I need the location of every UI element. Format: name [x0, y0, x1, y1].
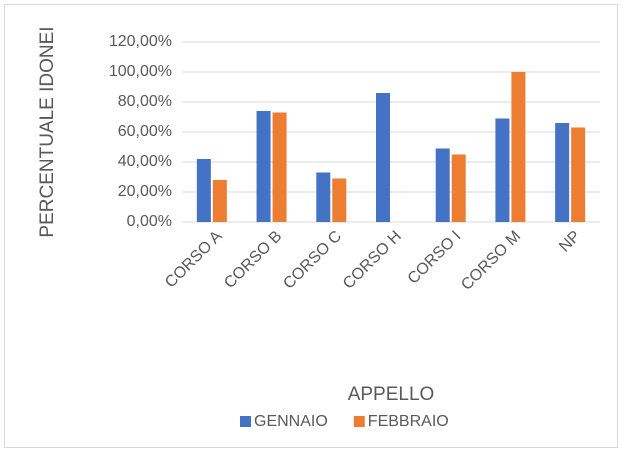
- bar: [555, 123, 570, 222]
- bar: [511, 72, 526, 222]
- bar: [495, 118, 510, 222]
- legend-item: GENNAIO: [240, 413, 328, 430]
- bar: [571, 127, 586, 222]
- y-tick-label: 60,00%: [118, 123, 172, 140]
- legend-label: GENNAIO: [254, 413, 328, 430]
- legend-label: FEBBRAIO: [368, 413, 449, 430]
- bar: [212, 180, 227, 222]
- legend-item: FEBBRAIO: [353, 413, 449, 430]
- y-tick-label: 80,00%: [118, 93, 172, 110]
- bar: [451, 154, 466, 222]
- legend-swatch: [353, 416, 365, 427]
- y-tick-label: 100,00%: [109, 63, 172, 80]
- bar: [316, 172, 331, 222]
- bar: [272, 112, 287, 222]
- bar: [196, 159, 211, 222]
- bar: [435, 148, 450, 222]
- y-tick-label: 40,00%: [118, 153, 172, 170]
- y-tick-label: 120,00%: [109, 33, 172, 50]
- x-axis-title: APPELLO: [348, 384, 435, 405]
- bar: [332, 178, 347, 222]
- legend-swatch: [240, 416, 251, 427]
- y-tick-label: 0,00%: [127, 213, 172, 230]
- y-tick-label: 20,00%: [118, 183, 172, 200]
- y-axis-title: PERCENTUALE IDONEI: [37, 26, 58, 237]
- bar: [256, 111, 271, 222]
- chart-border: [4, 4, 618, 448]
- bar: [376, 93, 390, 222]
